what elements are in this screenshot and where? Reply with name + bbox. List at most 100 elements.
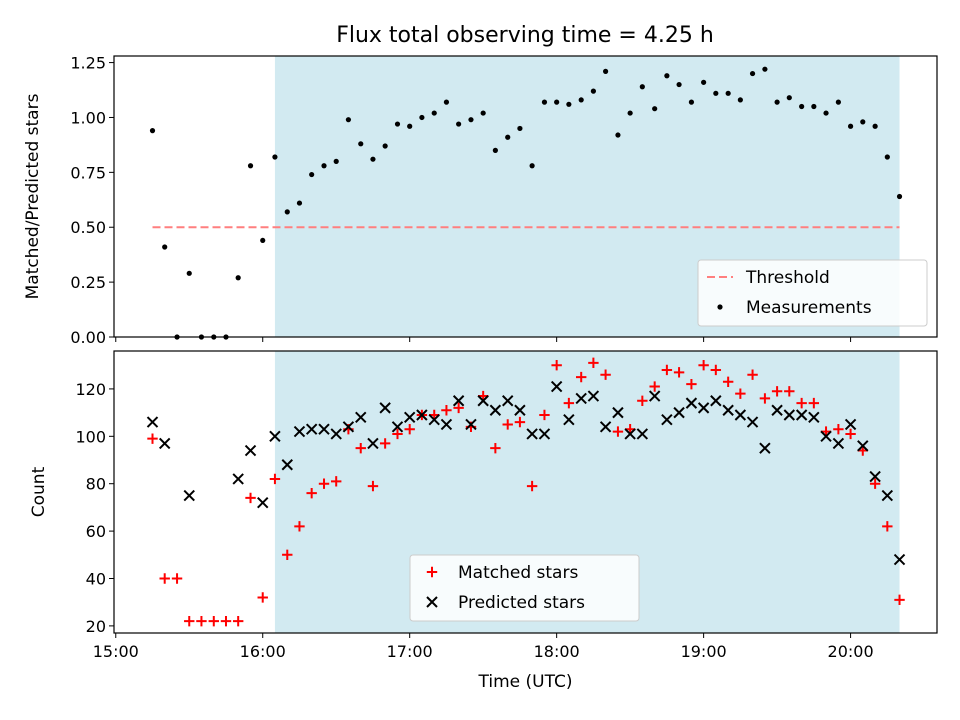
y-tick-label: 20 bbox=[86, 617, 106, 636]
data-point bbox=[529, 163, 535, 169]
data-point bbox=[196, 615, 207, 627]
data-point bbox=[159, 573, 170, 584]
data-point bbox=[541, 99, 548, 105]
data-point bbox=[452, 395, 465, 407]
data-point bbox=[799, 103, 805, 110]
data-point bbox=[673, 406, 685, 419]
legend: Threshold Measurements bbox=[697, 259, 928, 327]
legend-handle-plus bbox=[426, 566, 438, 578]
data-point bbox=[309, 171, 315, 178]
data-point bbox=[284, 209, 290, 215]
data-point bbox=[514, 404, 526, 416]
data-point bbox=[673, 367, 685, 378]
data-point bbox=[575, 392, 587, 405]
data-point bbox=[468, 117, 474, 123]
data-point bbox=[612, 406, 624, 419]
data-point bbox=[456, 121, 462, 127]
data-point bbox=[492, 147, 498, 153]
data-point bbox=[612, 426, 624, 437]
y-axis-label: Matched/Predicted stars bbox=[23, 93, 43, 299]
data-point bbox=[208, 615, 219, 627]
data-point bbox=[330, 428, 342, 440]
data-point bbox=[894, 594, 905, 606]
data-point bbox=[808, 397, 820, 409]
data-point bbox=[502, 395, 514, 407]
y-tick-label: 1.25 bbox=[70, 54, 106, 73]
data-point bbox=[685, 397, 698, 409]
data-point bbox=[686, 378, 697, 390]
data-point bbox=[367, 437, 379, 450]
chart-title: Flux total observing time = 4.25 h bbox=[336, 23, 714, 48]
data-point bbox=[784, 386, 795, 397]
data-point bbox=[896, 193, 903, 200]
data-point bbox=[235, 275, 241, 281]
data-point bbox=[872, 123, 878, 129]
data-point bbox=[465, 418, 477, 431]
data-point bbox=[624, 428, 636, 440]
data-point bbox=[272, 154, 278, 160]
data-point bbox=[710, 364, 722, 376]
data-point bbox=[247, 163, 254, 169]
data-point bbox=[698, 360, 709, 371]
data-point bbox=[648, 390, 661, 402]
data-point bbox=[857, 440, 869, 452]
y-tick-label: 100 bbox=[75, 427, 106, 446]
data-point bbox=[514, 416, 526, 428]
data-point bbox=[823, 110, 829, 116]
data-point bbox=[563, 414, 575, 426]
data-point bbox=[795, 409, 808, 421]
series-1 bbox=[147, 357, 905, 627]
data-point bbox=[652, 106, 658, 112]
x-tick-label: 16:00 bbox=[240, 642, 286, 661]
data-point bbox=[847, 123, 854, 129]
data-point bbox=[749, 70, 756, 77]
data-point bbox=[355, 442, 366, 454]
data-point bbox=[404, 424, 415, 435]
data-point bbox=[428, 414, 440, 426]
data-point bbox=[407, 123, 413, 129]
data-point bbox=[566, 101, 572, 107]
data-point bbox=[281, 459, 293, 471]
data-point bbox=[306, 487, 317, 499]
data-point bbox=[600, 369, 611, 380]
data-point bbox=[563, 397, 575, 409]
x-tick-label: 19:00 bbox=[681, 642, 727, 661]
ratio-panel: 0.00 0.25 0.50 0.75 1.00 1.25 Matched/Predicte… bbox=[23, 54, 938, 347]
data-point bbox=[869, 470, 881, 483]
legend-box bbox=[697, 259, 928, 327]
legend-handle-x bbox=[426, 596, 438, 608]
axes-frame bbox=[113, 350, 938, 634]
data-point bbox=[882, 521, 893, 532]
y-tick-label: 0.75 bbox=[70, 163, 106, 182]
y-tick-label: 120 bbox=[75, 380, 106, 399]
data-point bbox=[305, 423, 318, 435]
data-point bbox=[220, 615, 232, 627]
legend: Matched stars Predicted stars bbox=[409, 554, 640, 622]
data-point bbox=[502, 419, 513, 430]
data-point bbox=[554, 99, 560, 105]
data-point bbox=[517, 125, 523, 132]
data-point bbox=[318, 423, 330, 435]
data-point bbox=[710, 395, 722, 407]
data-point bbox=[146, 416, 159, 428]
data-point bbox=[282, 549, 293, 560]
data-point bbox=[771, 386, 783, 397]
data-point bbox=[551, 360, 562, 371]
legend-label: Predicted stars bbox=[458, 593, 585, 613]
y-tick-label: 0.00 bbox=[70, 328, 106, 347]
data-point bbox=[759, 442, 771, 454]
data-point bbox=[370, 156, 376, 162]
data-point bbox=[845, 428, 856, 440]
data-point bbox=[382, 143, 388, 149]
data-point bbox=[550, 380, 563, 393]
data-point bbox=[639, 84, 645, 90]
data-point bbox=[661, 364, 673, 376]
data-point bbox=[431, 110, 437, 116]
data-point bbox=[774, 99, 780, 105]
data-point bbox=[602, 68, 609, 74]
data-point bbox=[232, 615, 244, 627]
x-tick-label: 18:00 bbox=[534, 642, 580, 661]
data-point bbox=[147, 433, 158, 444]
data-point bbox=[367, 480, 379, 492]
